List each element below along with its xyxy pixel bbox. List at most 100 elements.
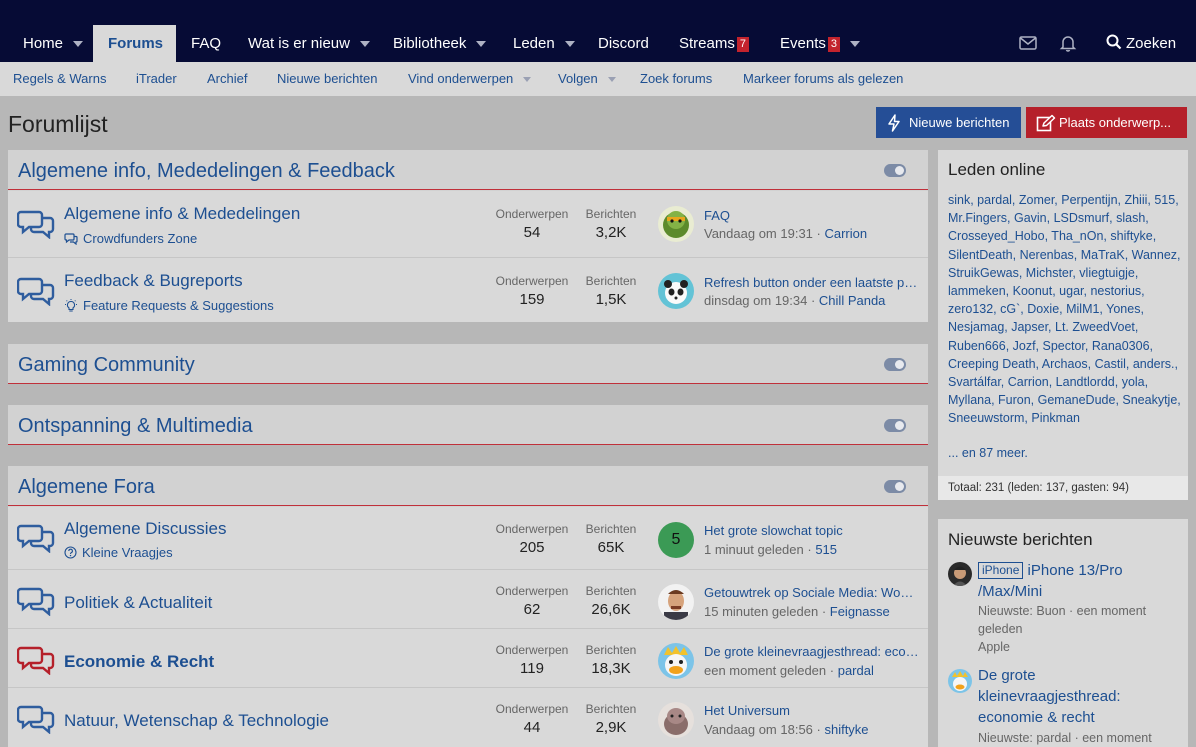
threads-label: Onderwerpen xyxy=(495,643,569,657)
forum-title[interactable]: Feedback & Bugreports xyxy=(64,271,243,290)
chevron-down-icon[interactable] xyxy=(564,41,575,48)
nav-streams[interactable]: Streams 7 xyxy=(679,25,749,62)
subforum-link[interactable]: Kleine Vraagjes xyxy=(64,545,173,560)
threads-count: 159 xyxy=(519,291,545,308)
category-header: Algemene info, Mededelingen & Feedback xyxy=(8,150,928,190)
last-post-date[interactable]: Vandaag om 19:31 xyxy=(704,226,813,241)
last-post-user[interactable]: Carrion xyxy=(824,226,868,241)
bell-icon[interactable] xyxy=(1058,33,1078,53)
nav-faq-label: FAQ xyxy=(191,35,222,52)
last-post-title[interactable]: Refresh button onder een laatste pagina … xyxy=(704,275,919,290)
last-post-title[interactable]: De grote kleinevraagjesthread: economie … xyxy=(704,644,919,659)
nav-events[interactable]: Events 3 xyxy=(780,25,860,62)
last-post-date[interactable]: 15 minuten geleden xyxy=(704,604,819,619)
category-title[interactable]: Algemene info, Mededelingen & Feedback xyxy=(18,160,395,182)
last-post-user[interactable]: 515 xyxy=(815,542,838,557)
last-post-title[interactable]: Het grote slowchat topic xyxy=(704,523,843,538)
avatar[interactable] xyxy=(948,669,972,693)
chevron-down-icon[interactable] xyxy=(607,77,616,83)
subnav-itrader[interactable]: iTrader xyxy=(136,62,177,96)
chevron-down-icon[interactable] xyxy=(359,41,370,48)
envelope-icon[interactable] xyxy=(1018,33,1038,53)
subnav-rules[interactable]: Regels & Warns xyxy=(13,62,106,96)
collapse-toggle[interactable] xyxy=(884,419,906,432)
messages-count: 26,6K xyxy=(591,601,631,618)
nav-faq[interactable]: FAQ xyxy=(191,25,221,62)
latest-post-forum[interactable]: Apple xyxy=(978,640,1010,654)
category-title[interactable]: Ontspanning & Multimedia xyxy=(18,415,253,437)
messages-count: 65K xyxy=(597,539,625,556)
forum-title[interactable]: Algemene Discussies xyxy=(64,519,227,538)
latest-post-title[interactable]: De grote kleinevraagjesthread: economie … xyxy=(978,667,1121,726)
last-post-title[interactable]: FAQ xyxy=(704,208,731,223)
collapse-toggle[interactable] xyxy=(884,480,906,493)
nav-library[interactable]: Bibliotheek xyxy=(393,25,487,62)
avatar[interactable] xyxy=(658,643,694,679)
subforum-link[interactable]: Feature Requests & Suggestions xyxy=(64,298,274,313)
subnav-new-posts[interactable]: Nieuwe berichten xyxy=(277,62,377,96)
forum-title[interactable]: Economie & Recht xyxy=(64,652,215,671)
last-post-date[interactable]: 1 minuut geleden xyxy=(704,542,804,557)
latest-posts-title[interactable]: Nieuwste berichten xyxy=(948,530,1093,549)
forum-node: Politiek & Actualiteit Onderwerpen 62 Be… xyxy=(8,570,928,628)
collapse-toggle[interactable] xyxy=(884,164,906,177)
threads-count: 54 xyxy=(523,224,541,241)
lightbulb-icon xyxy=(65,299,77,312)
chevron-down-icon[interactable] xyxy=(849,41,860,48)
nav-home[interactable]: Home xyxy=(23,25,84,62)
nav-whats-new[interactable]: Wat is er nieuw xyxy=(248,25,370,62)
collapse-toggle[interactable] xyxy=(884,358,906,371)
post-thread-button[interactable]: Plaats onderwerp... xyxy=(1026,107,1187,138)
forum-title[interactable]: Politiek & Actualiteit xyxy=(64,593,213,612)
category-title[interactable]: Algemene Fora xyxy=(18,476,155,498)
last-post-title[interactable]: Het Universum xyxy=(704,703,790,718)
last-post-date[interactable]: een moment geleden xyxy=(704,663,827,678)
online-total: Totaal: 231 (leden: 137, gasten: 94) xyxy=(938,476,1188,500)
online-members-list[interactable]: sink, pardal, Zomer, Perpentijn, Zhiii, … xyxy=(948,193,1181,426)
online-more-link[interactable]: ... en 87 meer. xyxy=(948,446,1028,460)
chevron-down-icon[interactable] xyxy=(476,41,487,48)
chevron-down-icon[interactable] xyxy=(523,77,532,83)
last-post-user[interactable]: pardal xyxy=(837,663,874,678)
members-online-block: Leden online sink, pardal, Zomer, Perpen… xyxy=(938,150,1188,500)
latest-post-title[interactable]: iPhone iPhone 13/Pro /Max/Mini xyxy=(978,560,1178,602)
nav-discord-label: Discord xyxy=(598,35,649,52)
avatar[interactable]: 5 xyxy=(658,522,694,558)
last-post-user[interactable]: shiftyke xyxy=(824,722,869,737)
nav-discord[interactable]: Discord xyxy=(598,25,649,62)
avatar[interactable] xyxy=(948,562,972,586)
prefix-label[interactable]: iPhone xyxy=(978,562,1024,579)
subnav-itrader-label: iTrader xyxy=(136,71,177,86)
nav-members-label: Leden xyxy=(513,35,555,52)
nav-forums[interactable]: Forums xyxy=(93,25,176,62)
last-post-title[interactable]: Getouwtrek op Sociale Media: Woke vs. An… xyxy=(704,585,919,600)
avatar[interactable] xyxy=(658,584,694,620)
messages-count: 2,9K xyxy=(595,719,627,736)
subnav-archive[interactable]: Archief xyxy=(207,62,247,96)
forum-title[interactable]: Algemene info & Mededelingen xyxy=(64,204,301,223)
last-post-date[interactable]: Vandaag om 18:56 xyxy=(704,722,813,737)
last-post-meta: Vandaag om 19:31 · Carrion xyxy=(704,226,868,241)
search-icon xyxy=(1106,34,1122,50)
last-post-date[interactable]: dinsdag om 19:34 xyxy=(704,293,808,308)
subnav-mark-read[interactable]: Markeer forums als gelezen xyxy=(743,62,903,96)
forum-node: Feedback & Bugreports Feature Requests &… xyxy=(8,258,928,322)
nav-members[interactable]: Leden xyxy=(513,25,575,62)
last-post-user[interactable]: Chill Panda xyxy=(818,293,886,308)
category-title[interactable]: Gaming Community xyxy=(18,354,195,376)
messages-label: Berichten xyxy=(585,522,637,536)
chevron-down-icon[interactable] xyxy=(73,41,84,48)
avatar[interactable] xyxy=(658,702,694,738)
new-posts-button[interactable]: Nieuwe berichten xyxy=(876,107,1021,138)
avatar[interactable] xyxy=(658,206,694,242)
avatar[interactable] xyxy=(658,273,694,309)
subnav-watched[interactable]: Volgen xyxy=(558,62,616,96)
nav-search[interactable]: Zoeken xyxy=(1106,25,1176,62)
forum-title[interactable]: Natuur, Wetenschap & Technologie xyxy=(64,711,329,730)
subnav-find-threads[interactable]: Vind onderwerpen xyxy=(408,62,532,96)
members-online-title[interactable]: Leden online xyxy=(948,160,1046,179)
subforum-link[interactable]: Crowdfunders Zone xyxy=(64,231,197,246)
new-posts-button-label: Nieuwe berichten xyxy=(909,115,1010,130)
subnav-search-forums[interactable]: Zoek forums xyxy=(640,62,712,96)
last-post-user[interactable]: Feignasse xyxy=(829,604,890,619)
